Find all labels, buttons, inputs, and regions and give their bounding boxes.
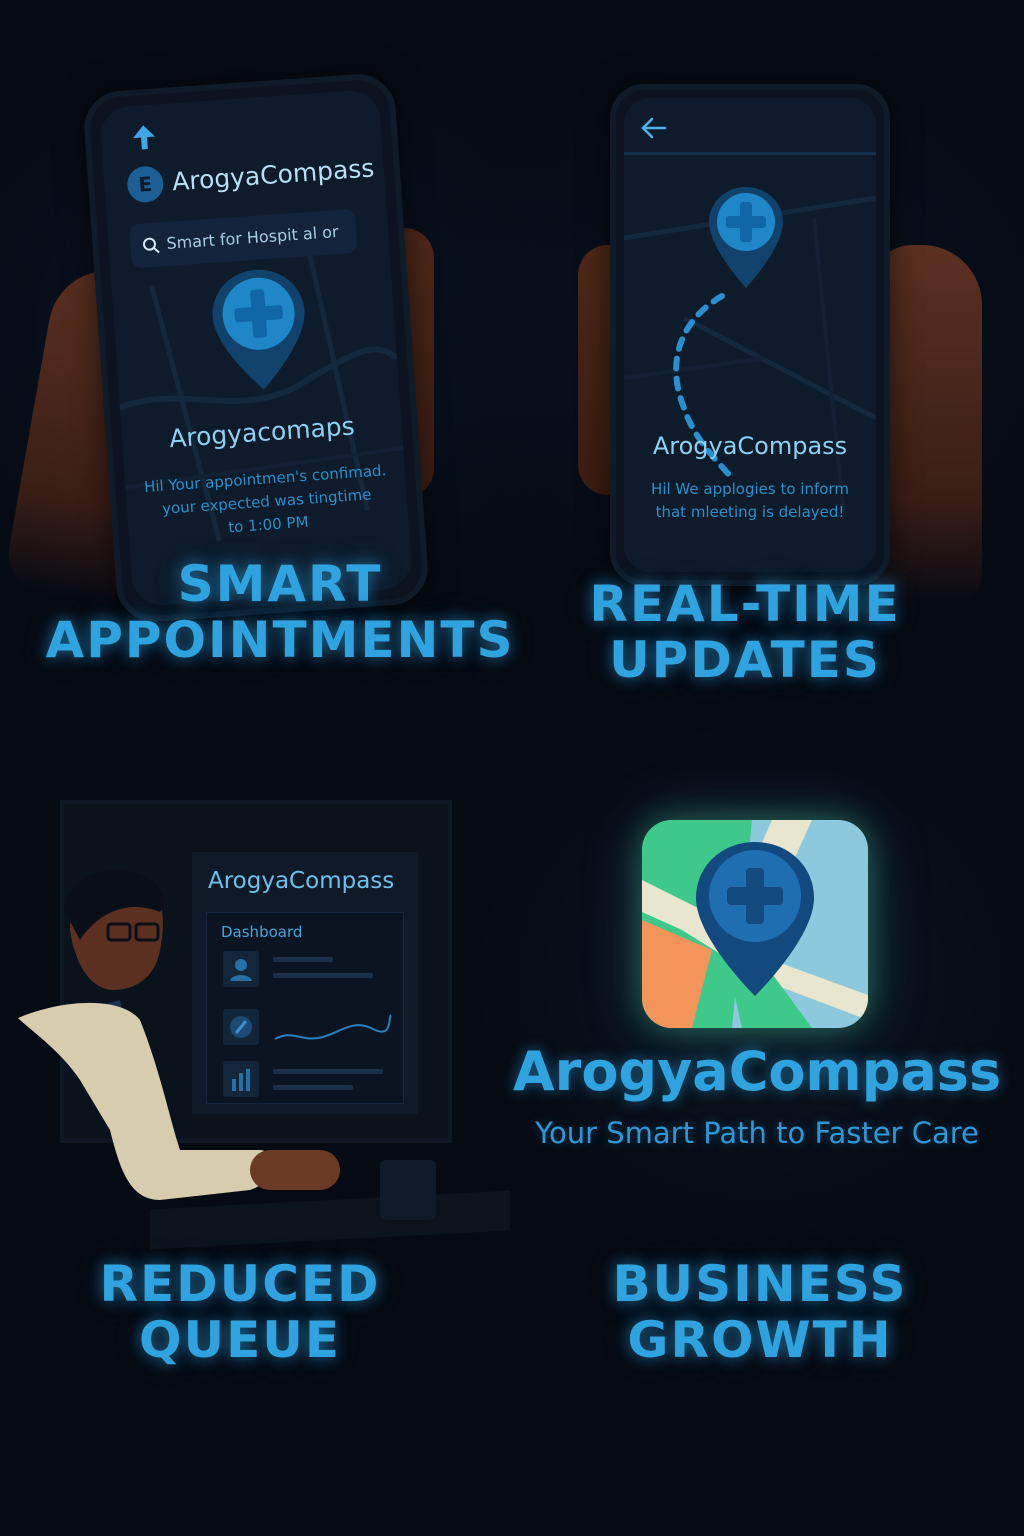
header-divider bbox=[624, 152, 876, 155]
list-bar bbox=[273, 957, 333, 962]
message-line: that mleeting is delayed! bbox=[655, 503, 845, 521]
headline-line: APPOINTMENTS bbox=[45, 611, 515, 669]
headline-reduced-queue: REDUCED QUEUE bbox=[40, 1256, 440, 1368]
compass-logo-icon: E bbox=[125, 164, 166, 209]
dashboard-brand: ArogyaCompass bbox=[208, 868, 395, 894]
headline-line: UPDATES bbox=[609, 631, 881, 689]
headline-business-growth: BUSINESS GROWTH bbox=[540, 1256, 980, 1368]
message-line: Hil We applogies to inform bbox=[651, 480, 849, 498]
stats-icon[interactable] bbox=[223, 1009, 259, 1045]
user-icon[interactable] bbox=[223, 951, 259, 987]
headline-line: BUSINESS bbox=[612, 1255, 908, 1313]
hospital-search-input[interactable]: Smart for Hospit al or bbox=[129, 208, 358, 269]
list-bar bbox=[273, 973, 373, 978]
phone-real-time-updates: ArogyaCompass Hil We applogies to inform… bbox=[610, 84, 890, 586]
right-hand bbox=[872, 245, 982, 605]
medical-pin-icon bbox=[706, 184, 786, 298]
tagline: Your Smart Path to Faster Care bbox=[535, 1116, 979, 1150]
phone-screen: E ArogyaCompass Smart for Hospit al or bbox=[98, 88, 414, 608]
headline-smart-appointments: SMART APPOINTMENTS bbox=[40, 556, 520, 668]
headline-line: GROWTH bbox=[627, 1311, 893, 1369]
list-bar bbox=[273, 1069, 383, 1074]
headline-line: QUEUE bbox=[138, 1311, 342, 1369]
svg-text:E: E bbox=[138, 172, 153, 197]
bar-chart-icon[interactable] bbox=[223, 1061, 259, 1097]
dashboard-panel: Dashboard bbox=[206, 912, 404, 1104]
medical-pin-icon bbox=[205, 262, 314, 403]
dashboard-screen: ArogyaCompass Dashboard bbox=[192, 852, 418, 1114]
app-logo-icon bbox=[642, 820, 868, 1028]
delay-message: Hil We applogies to inform that mleeting… bbox=[624, 478, 876, 524]
map-background bbox=[624, 195, 876, 519]
coffee-mug bbox=[380, 1160, 436, 1220]
dashboard-label: Dashboard bbox=[221, 923, 303, 941]
map-background bbox=[118, 253, 404, 542]
person-illustration bbox=[18, 869, 340, 1200]
headline-real-time-updates: REAL-TIME UPDATES bbox=[520, 576, 970, 688]
brand-name: ArogyaCompass bbox=[512, 1040, 1002, 1103]
upload-arrow-icon[interactable] bbox=[130, 122, 158, 156]
headline-line: SMART bbox=[177, 555, 383, 613]
headline-line: REDUCED bbox=[99, 1255, 381, 1313]
screen-title: ArogyaCompass bbox=[652, 432, 848, 460]
trend-line bbox=[274, 1014, 392, 1040]
search-placeholder: Smart for Hospit al or bbox=[165, 221, 340, 253]
phone-screen: ArogyaCompass Hil We applogies to inform… bbox=[624, 98, 876, 572]
search-icon bbox=[142, 237, 160, 254]
list-bar bbox=[273, 1085, 353, 1090]
back-arrow-icon[interactable] bbox=[640, 116, 668, 144]
headline-line: REAL-TIME bbox=[589, 575, 901, 633]
phone-smart-appointments: E ArogyaCompass Smart for Hospit al or bbox=[81, 71, 431, 625]
